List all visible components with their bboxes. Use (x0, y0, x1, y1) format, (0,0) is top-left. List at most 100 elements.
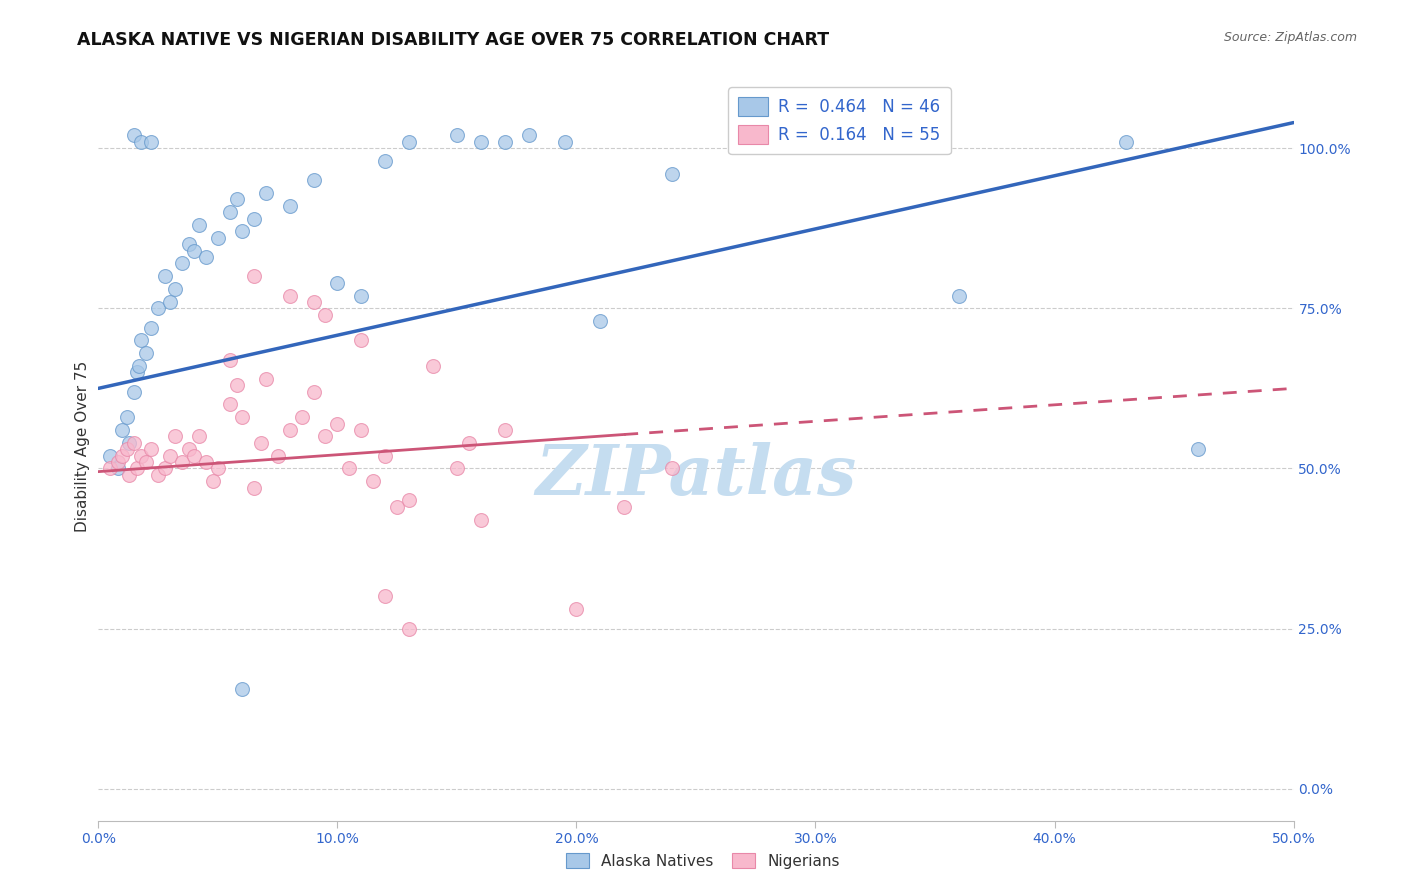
Legend: R =  0.464   N = 46, R =  0.164   N = 55: R = 0.464 N = 46, R = 0.164 N = 55 (728, 87, 950, 154)
Point (291, 410, 314, 425)
Point (302, 384, 325, 399)
Point (202, 474, 225, 488)
Point (1187, 442, 1209, 457)
Point (374, 590, 396, 604)
Point (155, 461, 177, 475)
Point (231, 410, 253, 425)
Point (226, 378, 249, 392)
Point (115, 442, 138, 457)
Point (267, 449, 290, 463)
Point (219, 397, 242, 411)
Point (128, 359, 150, 373)
Point (183, 244, 205, 258)
Point (278, 288, 301, 302)
Point (172, 455, 194, 469)
Text: Source: ZipAtlas.com: Source: ZipAtlas.com (1223, 31, 1357, 45)
Point (98, 461, 122, 475)
Point (254, 186, 277, 200)
Point (374, 449, 396, 463)
Point (131, 449, 153, 463)
Point (124, 128, 146, 143)
Text: ZIPatlas: ZIPatlas (536, 442, 856, 509)
Point (315, 429, 337, 443)
Point (125, 365, 148, 379)
Point (458, 435, 481, 450)
Point (254, 372, 277, 386)
Text: ALASKA NATIVE VS NIGERIAN DISABILITY AGE OVER 75 CORRELATION CHART: ALASKA NATIVE VS NIGERIAN DISABILITY AGE… (77, 31, 830, 49)
Point (398, 493, 420, 508)
Point (398, 135, 420, 149)
Point (350, 423, 373, 437)
Point (135, 346, 157, 360)
Point (470, 513, 492, 527)
Point (398, 622, 420, 636)
Point (148, 467, 170, 482)
Point (107, 455, 129, 469)
Point (207, 231, 229, 245)
Point (195, 250, 218, 264)
Point (302, 173, 325, 187)
Point (315, 308, 337, 322)
Point (231, 224, 253, 238)
Point (385, 500, 409, 514)
Point (363, 474, 385, 488)
Point (948, 288, 970, 302)
Point (446, 461, 468, 475)
Point (326, 276, 349, 290)
Point (613, 500, 636, 514)
Point (131, 334, 153, 348)
Point (661, 461, 683, 475)
Point (243, 269, 266, 284)
Point (148, 301, 170, 316)
Point (243, 481, 266, 495)
Point (494, 423, 516, 437)
Point (107, 461, 129, 475)
Point (326, 417, 349, 431)
Point (163, 282, 186, 296)
Point (226, 193, 249, 207)
Point (118, 435, 141, 450)
Point (187, 429, 209, 443)
Point (243, 211, 266, 226)
Point (350, 334, 373, 348)
Point (98, 449, 122, 463)
Point (125, 461, 148, 475)
Point (111, 423, 134, 437)
Point (163, 429, 186, 443)
Point (250, 435, 273, 450)
Point (155, 269, 177, 284)
Point (207, 461, 229, 475)
Y-axis label: Disability Age Over 75: Disability Age Over 75 (75, 360, 90, 532)
Point (565, 602, 588, 616)
Point (124, 384, 146, 399)
Point (231, 682, 253, 697)
Point (131, 135, 153, 149)
Point (139, 442, 162, 457)
Point (195, 455, 218, 469)
Point (159, 294, 181, 309)
Point (118, 467, 141, 482)
Point (159, 449, 181, 463)
Point (219, 352, 242, 367)
Point (219, 205, 242, 219)
Point (187, 218, 209, 232)
Point (517, 128, 540, 143)
Point (1115, 135, 1137, 149)
Point (339, 461, 361, 475)
Point (374, 154, 396, 169)
Legend: Alaska Natives, Nigerians: Alaska Natives, Nigerians (560, 847, 846, 875)
Point (278, 199, 301, 213)
Point (115, 410, 138, 425)
Point (179, 442, 201, 457)
Point (139, 320, 162, 334)
Point (554, 135, 576, 149)
Point (278, 423, 301, 437)
Point (470, 135, 492, 149)
Point (350, 288, 373, 302)
Point (494, 135, 516, 149)
Point (183, 449, 205, 463)
Point (589, 314, 612, 328)
Point (139, 135, 162, 149)
Point (446, 128, 468, 143)
Point (661, 167, 683, 181)
